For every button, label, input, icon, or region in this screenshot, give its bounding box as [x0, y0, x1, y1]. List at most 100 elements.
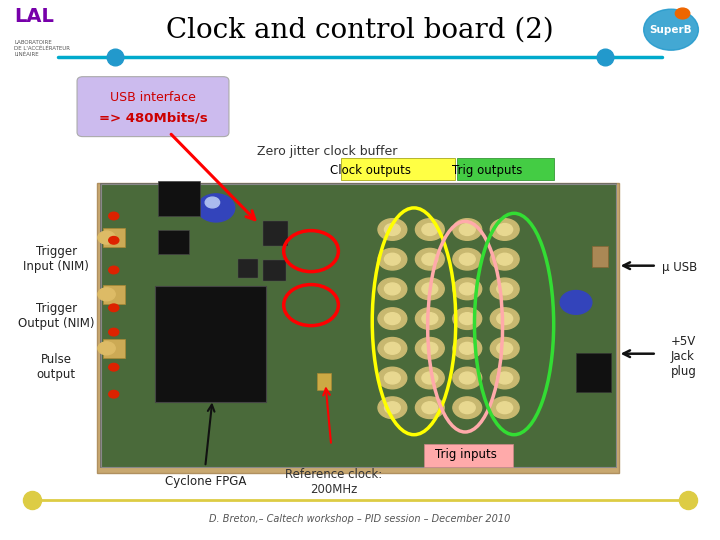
Text: Reference clock:
200MHz: Reference clock: 200MHz: [284, 468, 382, 496]
Circle shape: [109, 390, 119, 398]
Circle shape: [98, 231, 115, 244]
Circle shape: [197, 194, 235, 222]
Bar: [103, 339, 125, 358]
Circle shape: [453, 278, 482, 300]
Bar: [238, 259, 258, 278]
Circle shape: [98, 288, 115, 301]
Circle shape: [497, 313, 513, 325]
Circle shape: [422, 283, 438, 295]
Circle shape: [497, 402, 513, 414]
Circle shape: [384, 224, 400, 235]
Circle shape: [378, 367, 407, 389]
Text: Clock outputs: Clock outputs: [330, 164, 411, 177]
Bar: [317, 373, 331, 390]
Circle shape: [378, 278, 407, 300]
Text: USB interface: USB interface: [110, 91, 196, 104]
Bar: [158, 230, 189, 254]
Text: Trig inputs: Trig inputs: [435, 448, 497, 461]
Circle shape: [384, 313, 400, 325]
Circle shape: [109, 266, 119, 274]
Circle shape: [109, 237, 119, 244]
Circle shape: [384, 283, 400, 295]
Circle shape: [675, 8, 690, 19]
Circle shape: [453, 338, 482, 359]
Circle shape: [205, 197, 220, 208]
Circle shape: [378, 338, 407, 359]
Circle shape: [490, 367, 519, 389]
Bar: [101, 184, 616, 467]
Circle shape: [109, 328, 119, 336]
Bar: [104, 188, 612, 463]
Circle shape: [497, 253, 513, 265]
FancyBboxPatch shape: [77, 77, 229, 137]
Bar: [97, 183, 619, 472]
Circle shape: [384, 342, 400, 354]
Circle shape: [490, 397, 519, 418]
Circle shape: [415, 397, 444, 418]
Circle shape: [109, 304, 119, 312]
Circle shape: [415, 248, 444, 270]
Circle shape: [415, 278, 444, 300]
Text: Trigger
Output (NIM): Trigger Output (NIM): [18, 302, 94, 330]
Text: Zero jitter clock buffer: Zero jitter clock buffer: [258, 145, 397, 158]
Bar: [103, 228, 125, 247]
Text: SuperB: SuperB: [649, 25, 693, 35]
Circle shape: [378, 248, 407, 270]
Circle shape: [422, 372, 438, 384]
Text: Trigger
Input (NIM): Trigger Input (NIM): [23, 245, 89, 273]
Circle shape: [453, 248, 482, 270]
Circle shape: [415, 338, 444, 359]
Circle shape: [497, 372, 513, 384]
Circle shape: [497, 342, 513, 354]
Bar: [263, 221, 288, 246]
Circle shape: [422, 342, 438, 354]
Circle shape: [490, 278, 519, 300]
Circle shape: [109, 212, 119, 220]
Circle shape: [415, 367, 444, 389]
Circle shape: [497, 283, 513, 295]
Text: +5V
Jack
plug: +5V Jack plug: [671, 335, 697, 378]
Circle shape: [98, 342, 115, 355]
Circle shape: [378, 397, 407, 418]
Text: μ USB: μ USB: [662, 261, 698, 274]
Text: LABORATOIRE
DE L'ACCÉLÉRATEUR
LINÉAIRE: LABORATOIRE DE L'ACCÉLÉRATEUR LINÉAIRE: [14, 40, 71, 57]
Circle shape: [422, 253, 438, 265]
Circle shape: [422, 313, 438, 325]
Bar: [103, 285, 125, 304]
Circle shape: [453, 308, 482, 329]
Circle shape: [422, 224, 438, 235]
Circle shape: [459, 224, 475, 235]
Circle shape: [384, 253, 400, 265]
Circle shape: [644, 9, 698, 50]
Circle shape: [490, 248, 519, 270]
Circle shape: [459, 372, 475, 384]
Text: LAL: LAL: [14, 6, 54, 25]
Circle shape: [109, 363, 119, 371]
Circle shape: [459, 253, 475, 265]
Bar: [155, 286, 266, 402]
FancyBboxPatch shape: [457, 158, 554, 180]
Circle shape: [453, 219, 482, 240]
Circle shape: [459, 402, 475, 414]
Circle shape: [459, 313, 475, 325]
Circle shape: [378, 219, 407, 240]
Circle shape: [490, 219, 519, 240]
Circle shape: [384, 402, 400, 414]
Circle shape: [453, 397, 482, 418]
Bar: [101, 184, 616, 467]
Bar: [263, 260, 286, 281]
Circle shape: [490, 338, 519, 359]
Circle shape: [415, 308, 444, 329]
FancyBboxPatch shape: [341, 158, 455, 180]
Circle shape: [459, 283, 475, 295]
Circle shape: [497, 224, 513, 235]
Text: Pulse
output: Pulse output: [37, 353, 76, 381]
Bar: [592, 246, 608, 267]
Bar: [576, 353, 611, 392]
Text: Cyclone FPGA: Cyclone FPGA: [164, 475, 246, 488]
Circle shape: [415, 219, 444, 240]
Circle shape: [459, 342, 475, 354]
Text: => 480Mbits/s: => 480Mbits/s: [99, 111, 207, 124]
Circle shape: [560, 291, 592, 314]
Circle shape: [378, 308, 407, 329]
